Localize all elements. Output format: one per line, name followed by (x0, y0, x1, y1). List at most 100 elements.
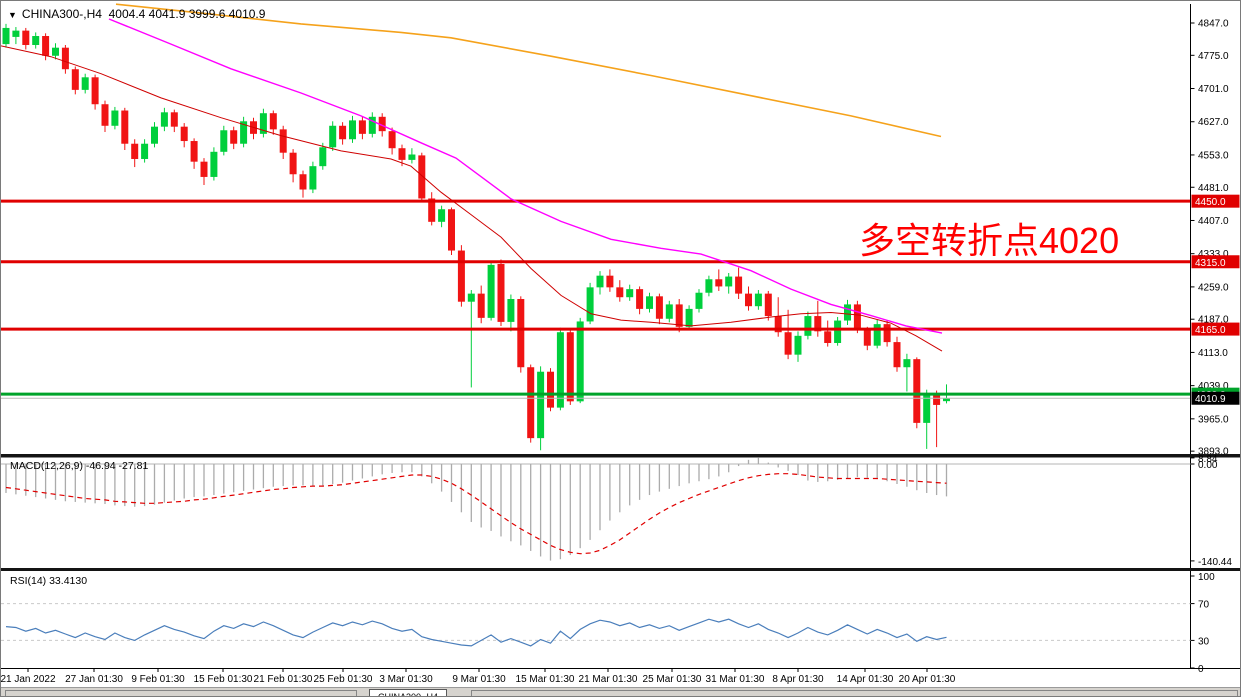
candle (626, 289, 634, 298)
rsi-axis-label: 30 (1198, 636, 1210, 647)
candle (180, 126, 188, 142)
candle (824, 331, 832, 343)
price-tick-label: 4333.0 (1198, 249, 1229, 260)
candle (596, 275, 604, 288)
time-tick-label: 25 Mar 01:30 (643, 674, 702, 685)
splitter-main-macd[interactable] (1, 454, 1241, 458)
splitter-macd-rsi[interactable] (1, 568, 1241, 571)
macd-indicator-label: MACD(12,26,9) -46.94 -27.81 (10, 460, 149, 472)
candle (151, 126, 158, 144)
rsi-line (5, 618, 947, 647)
price-badge-label: 4450.0 (1195, 197, 1226, 208)
price-tick-label: 3965.0 (1198, 414, 1229, 425)
candle (220, 130, 228, 152)
price-badge-4315.0 (1191, 255, 1240, 269)
candle (160, 112, 168, 127)
candle (279, 129, 287, 153)
candle (923, 394, 931, 423)
candle (705, 279, 713, 293)
candle (378, 116, 386, 132)
candle (537, 371, 545, 439)
candle (448, 209, 455, 251)
candle (636, 289, 644, 309)
candle (121, 110, 129, 144)
symbol-name: CHINA300-,H4 (21, 7, 102, 21)
candle (933, 394, 941, 405)
candle (784, 332, 792, 355)
candle (339, 125, 347, 140)
candle (170, 112, 178, 127)
candle (547, 371, 554, 408)
macd-axis-label: 8.84 (1198, 454, 1218, 465)
rsi-indicator-label: RSI(14) 33.4130 (10, 575, 88, 587)
chart-tab-strip-spacer[interactable] (471, 690, 1238, 696)
candle (398, 148, 406, 160)
rsi-axis-label: 100 (1198, 572, 1215, 583)
candle (52, 47, 59, 56)
price-tick-label: 4187.0 (1198, 315, 1229, 326)
candle (12, 30, 20, 37)
candle (527, 367, 535, 439)
candle (873, 324, 881, 346)
candle (319, 147, 327, 167)
candle (883, 324, 891, 343)
candle (190, 141, 198, 162)
price-tick-label: 4701.0 (1198, 84, 1229, 95)
time-tick-label: 20 Apr 01:30 (899, 674, 956, 685)
candle (566, 332, 574, 402)
candle (497, 264, 505, 322)
candle (804, 316, 812, 336)
price-tick-label: 4407.0 (1198, 216, 1229, 227)
candle (299, 174, 307, 190)
candle (853, 304, 861, 330)
candle (22, 30, 30, 45)
chart-tab-active[interactable]: CHINA300-,H4 (369, 689, 448, 696)
candle (834, 320, 842, 343)
macd-axis-label: 0.00 (1198, 460, 1218, 471)
candle (210, 151, 218, 177)
candle (764, 293, 772, 317)
price-tick-label: 4113.0 (1198, 348, 1228, 359)
price-tick-label: 4847.0 (1198, 19, 1229, 30)
candle (358, 120, 366, 134)
price-badge-4010.9 (1191, 391, 1240, 405)
symbol-title-line[interactable]: ▼ CHINA300-,H4 4004.4 4041.9 3999.6 4010.… (8, 7, 265, 21)
candle (111, 110, 119, 126)
price-tick-label: 4627.0 (1198, 117, 1229, 128)
candle (556, 332, 564, 408)
time-tick-label: 15 Feb 01:30 (194, 674, 253, 685)
candle (863, 329, 871, 346)
time-tick-label: 21 Jan 2022 (1, 674, 56, 685)
candle (487, 264, 495, 318)
candle (388, 131, 396, 149)
candle (675, 304, 683, 327)
candle (32, 36, 40, 45)
macd-axis-label: -140.44 (1198, 557, 1232, 568)
candle (418, 155, 426, 199)
candle (943, 398, 950, 402)
candle (517, 299, 525, 368)
time-tick-label: 8 Apr 01:30 (772, 674, 824, 685)
candle (646, 296, 653, 309)
candle (616, 287, 624, 298)
candle (42, 36, 50, 56)
rsi-axis-label: 70 (1198, 600, 1210, 611)
time-tick-label: 27 Jan 01:30 (65, 674, 123, 685)
chart-tab-group[interactable] (5, 690, 357, 696)
candle (715, 279, 723, 287)
price-badge-label: 4010.9 (1195, 394, 1226, 405)
time-tick-label: 14 Apr 01:30 (837, 674, 894, 685)
time-tick-label: 21 Feb 01:30 (254, 674, 313, 685)
time-tick-label: 9 Feb 01:30 (131, 674, 185, 685)
candle (131, 143, 139, 159)
candle (725, 276, 733, 287)
chevron-down-icon[interactable]: ▼ (8, 10, 17, 20)
candle (754, 293, 762, 307)
price-badge-label: 4165.0 (1195, 325, 1226, 336)
ma-fast-line (1, 45, 943, 352)
time-tick-label: 9 Mar 01:30 (452, 674, 506, 685)
candle (71, 69, 79, 90)
candle (794, 335, 802, 355)
